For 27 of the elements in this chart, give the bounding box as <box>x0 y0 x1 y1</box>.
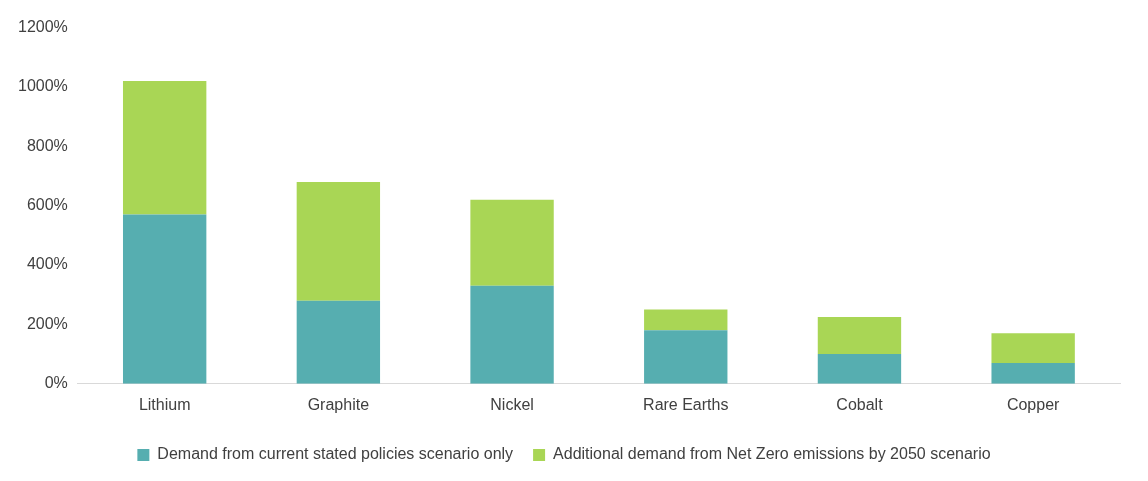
legend-label: Additional demand from Net Zero emissions by 2050 scenario <box>553 445 991 463</box>
y-tick-label: 800% <box>26 136 68 154</box>
y-tick-label: 1200% <box>17 18 68 36</box>
y-tick-label: 400% <box>26 255 68 273</box>
x-tick-label: Nickel <box>490 395 534 413</box>
x-tick-label: Graphite <box>307 395 370 413</box>
bar <box>817 354 902 384</box>
bar <box>296 300 381 384</box>
bar <box>122 81 207 215</box>
y-tick-label: 600% <box>26 196 68 214</box>
legend-label: Demand from current stated policies scenario only <box>157 445 514 463</box>
x-tick-label: Rare Earths <box>643 395 729 413</box>
bar <box>296 181 381 301</box>
bar <box>991 363 1075 384</box>
bar <box>991 333 1075 364</box>
bar <box>644 330 728 384</box>
y-tick-label: 1000% <box>17 77 68 95</box>
bar <box>817 317 902 355</box>
y-tick-label: 0% <box>44 374 68 392</box>
x-tick-label: Cobalt <box>836 395 884 413</box>
bar <box>470 285 554 384</box>
bar <box>644 309 728 331</box>
x-tick-label: Copper <box>1006 395 1061 413</box>
bar <box>122 214 207 384</box>
x-tick-label: Lithium <box>138 395 191 413</box>
y-tick-label: 200% <box>26 314 68 332</box>
bar <box>470 199 554 286</box>
